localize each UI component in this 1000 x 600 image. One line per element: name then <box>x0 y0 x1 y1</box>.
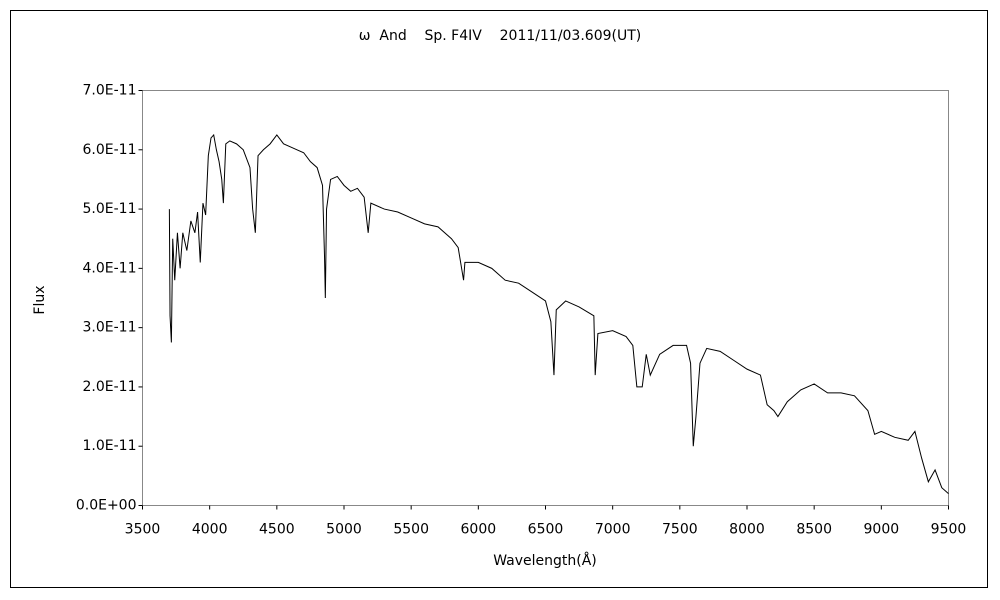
x-tick-label: 4500 <box>259 522 295 538</box>
y-tick-label: 1.0E-11 <box>83 438 137 454</box>
x-tick-label: 3500 <box>125 522 161 538</box>
x-axis-label: Wavelength(Å) <box>493 552 597 569</box>
spectrum-line <box>168 133 949 495</box>
y-tick-label: 6.0E-11 <box>83 142 137 158</box>
x-tick-label: 8000 <box>729 522 765 538</box>
y-axis-label: Flux <box>32 285 48 314</box>
x-tick-label: 6500 <box>528 522 564 538</box>
y-tick-label: 3.0E-11 <box>83 320 137 336</box>
x-tick-label: 7500 <box>662 522 698 538</box>
y-tick-label: 2.0E-11 <box>83 379 137 395</box>
y-tick-label: 7.0E-11 <box>83 83 137 99</box>
x-tick-label: 5500 <box>393 522 429 538</box>
x-tick-label: 9000 <box>864 522 900 538</box>
x-tick-label: 4000 <box>192 522 228 538</box>
x-tick-label: 7000 <box>595 522 631 538</box>
y-tick-label: 5.0E-11 <box>83 201 137 217</box>
plot-area <box>142 90 949 506</box>
x-tick-label: 9500 <box>931 522 967 538</box>
x-tick-label: 5000 <box>326 522 362 538</box>
chart-title: ω And Sp. F4IV 2011/11/03.609(UT) <box>359 28 642 44</box>
x-tick-label: 6000 <box>461 522 497 538</box>
x-tick-label: 8500 <box>796 522 832 538</box>
y-tick-label: 0.0E+00 <box>76 498 137 514</box>
y-tick-label: 4.0E-11 <box>83 260 137 276</box>
